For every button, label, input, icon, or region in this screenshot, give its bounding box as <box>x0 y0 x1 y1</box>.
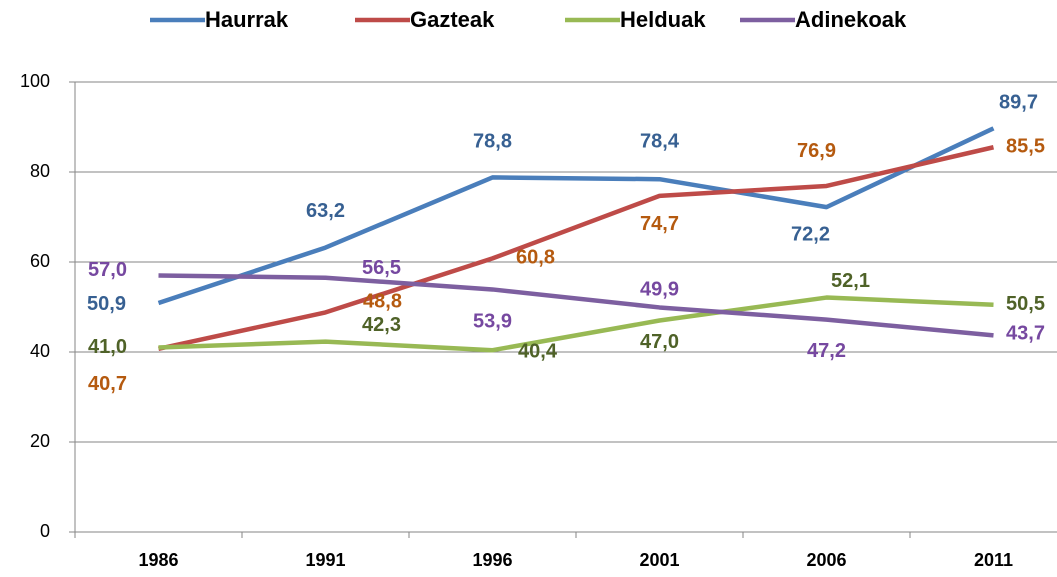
data-label: 78,4 <box>640 130 680 152</box>
y-tick-label: 40 <box>30 341 50 361</box>
y-tick-label: 80 <box>30 161 50 181</box>
series-line <box>157 126 995 306</box>
data-label: 47,0 <box>640 331 679 353</box>
data-label: 50,5 <box>1006 293 1045 315</box>
data-label: 40,4 <box>518 340 558 362</box>
data-label: 50,9 <box>87 293 126 315</box>
data-label: 60,8 <box>516 247 555 269</box>
data-label: 41,0 <box>88 336 127 358</box>
x-tick-label: 1986 <box>138 550 178 570</box>
data-label: 40,7 <box>88 373 127 395</box>
data-label: 78,8 <box>473 131 512 153</box>
data-label: 72,2 <box>791 223 830 245</box>
legend-label: Gazteak <box>410 7 495 32</box>
data-label: 52,1 <box>831 270 870 292</box>
x-tick-label: 2001 <box>639 550 679 570</box>
x-tick-label: 2006 <box>806 550 846 570</box>
data-label: 85,5 <box>1006 136 1045 158</box>
series-line <box>158 273 994 338</box>
data-label: 56,5 <box>362 257 401 279</box>
data-label: 42,3 <box>362 314 401 336</box>
y-tick-label: 60 <box>30 251 50 271</box>
data-label: 47,2 <box>807 340 846 362</box>
data-label: 49,9 <box>640 279 679 301</box>
y-tick-label: 100 <box>20 71 50 91</box>
y-tick-label: 20 <box>30 431 50 451</box>
x-tick-label: 1991 <box>305 550 345 570</box>
y-tick-label: 0 <box>40 521 50 541</box>
data-label: 48,8 <box>363 291 402 313</box>
x-tick-label: 1996 <box>472 550 512 570</box>
legend-label: Helduak <box>620 7 706 32</box>
series-line <box>158 295 994 353</box>
legend-label: Adinekoak <box>795 7 907 32</box>
legend-label: Haurrak <box>205 7 289 32</box>
x-tick-label: 2011 <box>974 550 1013 570</box>
data-label: 43,7 <box>1006 323 1045 345</box>
data-label: 57,0 <box>88 259 127 281</box>
data-label: 89,7 <box>999 92 1038 114</box>
data-label: 76,9 <box>797 140 836 162</box>
data-label: 74,7 <box>640 213 679 235</box>
series-line <box>158 145 995 352</box>
data-label: 63,2 <box>306 200 345 222</box>
data-label: 53,9 <box>473 311 512 333</box>
